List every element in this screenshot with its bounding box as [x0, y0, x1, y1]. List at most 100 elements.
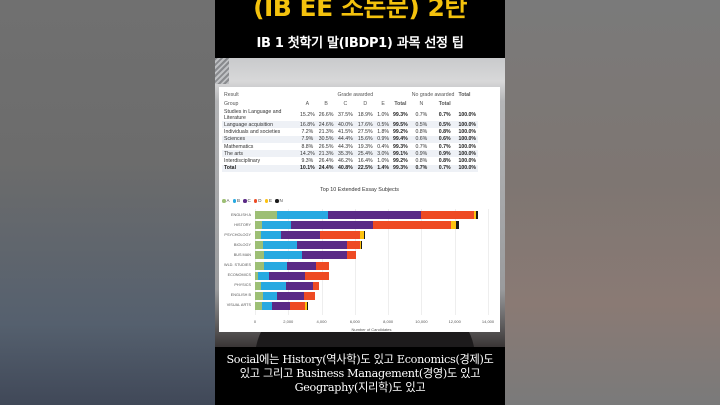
legend-item[interactable]: C — [243, 198, 251, 203]
col-ntotal: Total — [438, 100, 451, 107]
cell-total: 99.3% — [393, 143, 408, 150]
stacked-bar[interactable] — [255, 271, 329, 280]
legend-item[interactable]: B — [232, 198, 241, 203]
cell-ntotal: 0.7% — [438, 111, 451, 118]
col-a: A — [305, 100, 310, 107]
legend-item[interactable]: N — [275, 198, 283, 203]
y-category-label: PSYCHOLOGY — [224, 232, 251, 237]
stacked-bar[interactable] — [255, 281, 320, 290]
bar-segment-d — [421, 211, 474, 219]
cell-e: 1.0% — [377, 158, 390, 165]
cell-e: 0.5% — [375, 121, 392, 129]
bar-segment-c — [271, 301, 291, 310]
cell-a: 9.3% — [301, 158, 314, 165]
cell-total: 99.4% — [391, 135, 410, 143]
stacked-bar[interactable] — [255, 231, 366, 240]
cell-group: Individuals and societies — [224, 128, 281, 135]
header-result: Result — [224, 91, 239, 98]
bar-segment-d — [320, 231, 361, 240]
cell-c: 46.2% — [338, 158, 353, 165]
stacked-bar[interactable] — [255, 251, 357, 260]
bar-segment-d — [303, 291, 316, 300]
stacked-bar[interactable] — [255, 241, 362, 250]
bar-segment-d — [373, 221, 451, 230]
bar-segment-b — [258, 271, 269, 280]
cell-d: 27.5% — [357, 128, 373, 135]
bar-segment-b — [261, 301, 272, 310]
cell-a: 10.1% — [298, 164, 317, 173]
bar-segment-a — [255, 281, 261, 290]
stacked-bar[interactable] — [255, 221, 459, 230]
stacked-bar[interactable] — [255, 211, 478, 219]
short-video-frame[interactable]: (IB EE 소논문) 2탄 IB 1 첫학기 말(IBDP1) 과목 선정 팁… — [215, 0, 505, 405]
cell-d: 25.4% — [355, 150, 376, 158]
bar-segment-d — [305, 271, 329, 280]
y-category-label: ENGLISH A — [230, 212, 251, 217]
cell-total: 99.1% — [391, 150, 410, 158]
cell-group: Total — [222, 164, 298, 173]
table-row: Sciences 7.9% 30.5% 44.4% 15.6% 0.9% 99.4% 0.6%… — [222, 135, 479, 143]
bar-segment-a — [255, 291, 263, 300]
legend-swatch-icon — [275, 199, 279, 203]
legend-item[interactable]: D — [253, 198, 262, 203]
x-tick-label: 8,000 — [383, 319, 394, 324]
gridline — [354, 209, 356, 315]
cell-n: 0.7% — [415, 111, 428, 118]
bar-segment-e — [473, 211, 476, 219]
x-tick-label: 14,000 — [481, 319, 495, 324]
bar-segment-a — [255, 241, 263, 250]
bar-segment-c — [328, 211, 422, 219]
bar-segment-c — [280, 231, 321, 240]
stacked-bar[interactable] — [255, 261, 330, 270]
legend-swatch-icon — [253, 199, 258, 203]
bar-segment-d — [346, 251, 357, 260]
table-row: Studies in Language and Literature 15.2% 2… — [222, 108, 478, 121]
cell-ntotal: 0.7% — [432, 164, 457, 173]
grade-distribution-table: Result Grade awarded No grade awarded To… — [222, 90, 479, 173]
cell-group: Language acquisition — [222, 121, 298, 129]
cell-b: 21.3% — [318, 128, 334, 135]
legend-label: E — [269, 198, 273, 203]
bar-segment-c — [286, 281, 314, 290]
x-tick-label: 4,000 — [316, 319, 327, 324]
cell-b: 30.5% — [316, 135, 336, 143]
bar-segment-e — [360, 241, 361, 250]
table-row: Interdisciplinary 9.3% 26.4% 46.2% 16.4% 1.0%… — [222, 157, 478, 164]
bar-segment-b — [277, 211, 329, 219]
legend-item[interactable]: E — [264, 198, 273, 203]
cell-a: 8.8% — [301, 143, 314, 150]
bar-segment-d — [315, 261, 330, 270]
cell-b: 26.4% — [318, 158, 334, 165]
cell-n: 0.6% — [409, 135, 433, 143]
bar-segment-b — [262, 291, 278, 300]
legend-swatch-icon — [243, 199, 247, 203]
stacked-bar[interactable] — [255, 301, 309, 310]
bar-segment-b — [263, 251, 302, 260]
cell-d: 15.6% — [355, 135, 376, 143]
cell-group: Interdisciplinary — [224, 158, 261, 165]
bar-segment-b — [262, 241, 298, 250]
legend-label: D — [258, 198, 262, 203]
video-caption: Social에는 History(역사학)도 있고 Economics(경제)도… — [226, 353, 494, 394]
cell-c: 40.0% — [335, 121, 356, 129]
bar-segment-a — [255, 211, 278, 219]
cell-d: 18.9% — [357, 111, 373, 118]
cell-ntotal: 0.9% — [432, 150, 457, 158]
video-subheadline: IB 1 첫학기 말(IBDP1) 과목 선정 팁 — [256, 36, 464, 51]
col-c: C — [343, 100, 348, 107]
cell-n: 0.8% — [415, 158, 428, 165]
legend-label: B — [237, 198, 241, 203]
cell-ntotal: 0.8% — [438, 128, 451, 135]
cell-b: 21.3% — [316, 150, 336, 158]
cell-a: 7.2% — [301, 128, 314, 135]
x-tick-label: 12,000 — [448, 319, 461, 324]
table-row: The arts 14.2% 21.3% 35.3% 25.4% 3.0% 99.1% 0.9… — [222, 150, 479, 158]
stacked-bar[interactable] — [255, 291, 316, 300]
cell-group: The arts — [222, 150, 298, 158]
legend-item[interactable]: A — [222, 198, 230, 203]
cell-n: 0.7% — [409, 164, 433, 173]
ceiling-vent — [215, 58, 229, 84]
bar-segment-e — [450, 221, 457, 230]
cell-c: 44.3% — [338, 143, 353, 150]
legend-label: N — [279, 198, 283, 203]
